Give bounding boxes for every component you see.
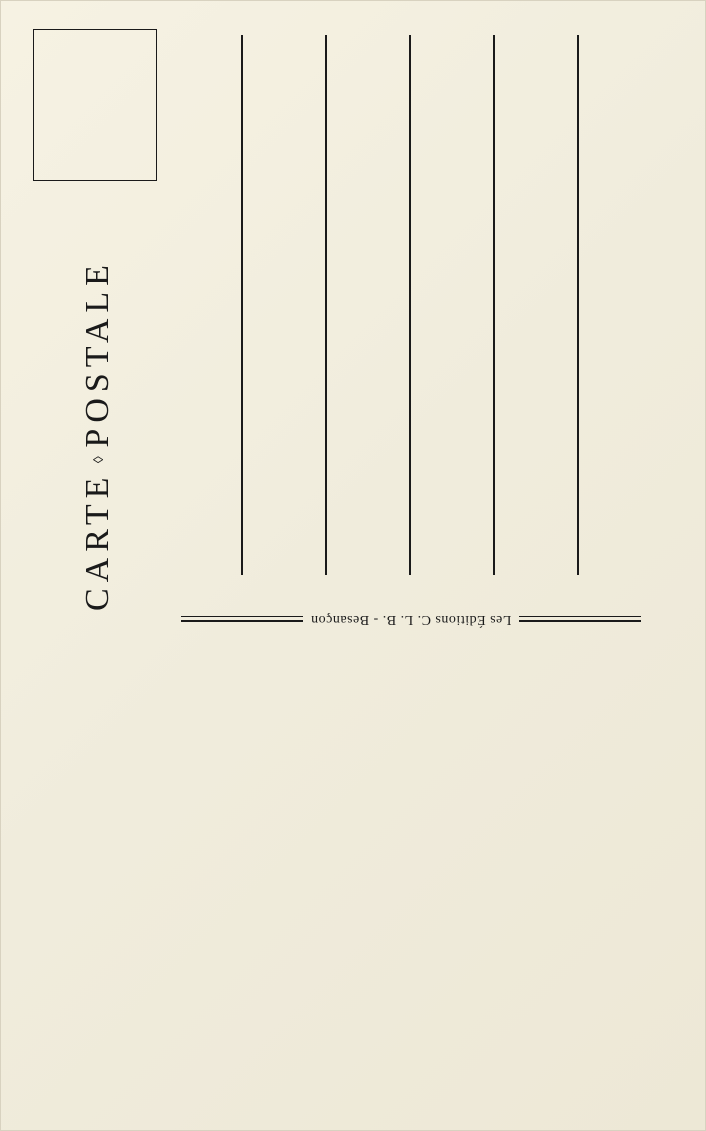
postcard-back: CARTE◊POSTALE Les Éditions C. L. B. - Be… bbox=[0, 0, 706, 1131]
address-line bbox=[241, 35, 243, 575]
rule-right bbox=[181, 616, 303, 622]
publisher-text: Les Éditions C. L. B. - Besançon bbox=[311, 611, 512, 627]
stamp-box bbox=[33, 29, 157, 181]
heading-ornament: ◊ bbox=[92, 448, 108, 472]
center-divider: Les Éditions C. L. B. - Besançon bbox=[181, 611, 641, 627]
heading-left: CARTE bbox=[79, 472, 116, 611]
heading-carte-postale: CARTE◊POSTALE bbox=[79, 259, 117, 611]
address-line bbox=[409, 35, 411, 575]
address-line bbox=[577, 35, 579, 575]
address-line bbox=[493, 35, 495, 575]
rule-left bbox=[519, 616, 641, 622]
address-line bbox=[325, 35, 327, 575]
heading-right: POSTALE bbox=[79, 259, 116, 448]
